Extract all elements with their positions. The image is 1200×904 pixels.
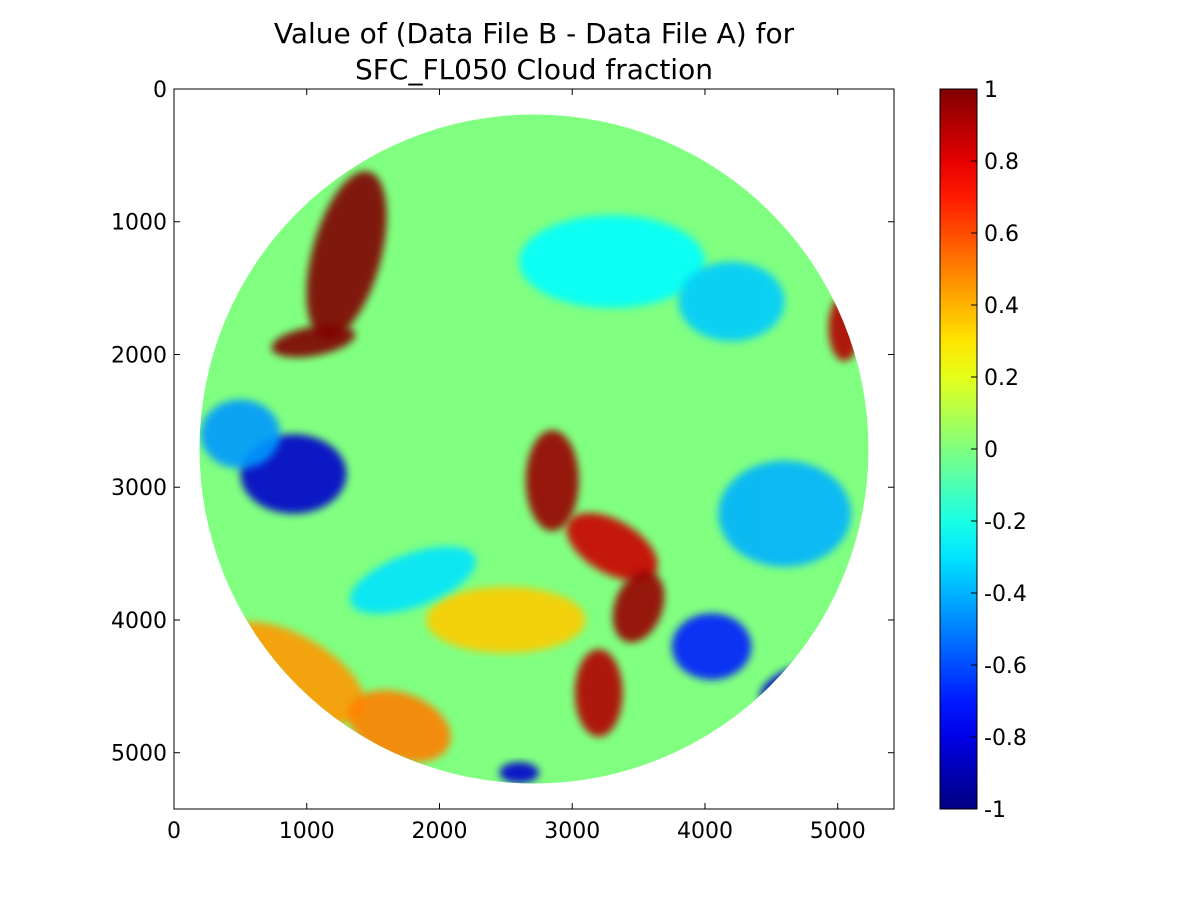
heatmap-feature bbox=[574, 649, 623, 737]
y-tick-label: 4000 bbox=[111, 609, 167, 634]
heatmap-feature bbox=[519, 215, 705, 309]
colorbar-tick-label: -0.6 bbox=[984, 654, 1027, 679]
x-tick-label: 3000 bbox=[544, 819, 600, 844]
chart-title-line-1: Value of (Data File B - Data File A) for bbox=[273, 17, 795, 50]
y-axis: 0 1000 2000 3000 4000 5000 bbox=[111, 78, 894, 767]
heatmap-feature bbox=[271, 325, 356, 358]
plot-area bbox=[173, 88, 895, 810]
colorbar-tick-label: 0.6 bbox=[984, 222, 1019, 247]
heatmap-feature bbox=[828, 294, 861, 362]
colorbar-tick-label: -0.8 bbox=[984, 726, 1027, 751]
heatmap-feature bbox=[718, 460, 851, 567]
heatmap-feature bbox=[525, 430, 579, 532]
plot-frame bbox=[173, 88, 895, 810]
colorbar-tick-label: -1 bbox=[984, 798, 1006, 823]
heatmap-feature bbox=[426, 586, 586, 654]
y-tick-label: 3000 bbox=[111, 476, 167, 501]
heatmap-feature bbox=[349, 546, 476, 614]
y-tick-label: 1000 bbox=[111, 211, 167, 236]
y-tick-label: 2000 bbox=[111, 343, 167, 368]
x-tick-label: 5000 bbox=[810, 819, 866, 844]
y-tick-label: 0 bbox=[153, 78, 167, 103]
heatmap-feature bbox=[306, 171, 387, 339]
colorbar-tick-label: -0.2 bbox=[984, 510, 1027, 535]
heatmap-feature bbox=[671, 613, 752, 680]
heatmap-features bbox=[200, 171, 861, 784]
colorbar: 1 0.8 0.6 0.4 0.2 0 -0.2 -0.4 -0.6 -0.8 -1 bbox=[939, 78, 1027, 823]
heatmap-feature bbox=[499, 762, 540, 784]
colorbar-tick-label: 0.8 bbox=[984, 150, 1019, 175]
heatmap-feature bbox=[612, 570, 665, 643]
colorbar-tick-label: 1 bbox=[984, 78, 998, 103]
colorbar-tick-label: -0.4 bbox=[984, 582, 1027, 607]
x-tick-label: 2000 bbox=[411, 819, 467, 844]
x-tick-label: 0 bbox=[167, 819, 181, 844]
colorbar-tick-label: 0 bbox=[984, 438, 998, 463]
x-tick-label: 4000 bbox=[677, 819, 733, 844]
colorbar-tick-label: 0.2 bbox=[984, 366, 1019, 391]
heatmap-feature bbox=[678, 261, 785, 342]
x-axis: 0 1000 2000 3000 4000 5000 bbox=[167, 89, 866, 844]
x-tick-label: 1000 bbox=[279, 819, 335, 844]
chart-title-line-2: SFC_FL050 Cloud fraction bbox=[355, 53, 713, 86]
heatmap-feature bbox=[200, 399, 281, 469]
heatmap-feature bbox=[566, 512, 658, 582]
y-tick-label: 5000 bbox=[111, 742, 167, 767]
colorbar-tick-label: 0.4 bbox=[984, 294, 1019, 319]
